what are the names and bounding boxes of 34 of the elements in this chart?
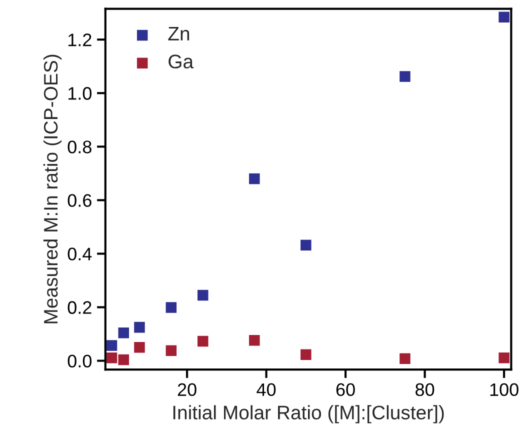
x-tick-label: 80 bbox=[416, 383, 434, 396]
x-tick-label: 60 bbox=[336, 383, 355, 396]
point bbox=[106, 352, 118, 364]
y-axis-title: Measured M:In ratio (ICP-OES) bbox=[43, 54, 62, 324]
y-tick-label: 0.8 bbox=[68, 140, 92, 154]
point bbox=[166, 302, 177, 313]
point bbox=[118, 354, 130, 366]
point bbox=[249, 173, 260, 184]
point bbox=[498, 352, 510, 364]
x-axis-title: Initial Molar Ratio ([M]:[Cluster]) bbox=[173, 405, 444, 424]
point bbox=[300, 349, 312, 360]
point bbox=[198, 336, 208, 347]
y-tick-label: 0.4 bbox=[68, 248, 92, 260]
point bbox=[249, 335, 260, 346]
point bbox=[198, 290, 208, 301]
point bbox=[400, 353, 410, 364]
x-tick-label: 20 bbox=[178, 383, 196, 396]
point bbox=[134, 322, 145, 333]
point bbox=[106, 340, 118, 351]
y-tick-label: 0.6 bbox=[68, 194, 92, 207]
y-tick-label: 0.0 bbox=[68, 354, 92, 368]
x-tick-label: 40 bbox=[256, 383, 276, 396]
point bbox=[498, 12, 510, 22]
y-tick-label: 0.2 bbox=[68, 301, 92, 314]
point bbox=[166, 345, 177, 356]
x-tick-label: 100 bbox=[490, 383, 518, 396]
point bbox=[300, 240, 312, 251]
point bbox=[118, 328, 130, 338]
legend-label: Ga bbox=[168, 54, 194, 68]
point bbox=[134, 342, 145, 353]
y-tick-label: 1.0 bbox=[68, 87, 92, 100]
legend-label: Zn bbox=[168, 27, 190, 40]
point bbox=[400, 71, 410, 82]
y-tick-label: 1.2 bbox=[68, 34, 92, 46]
